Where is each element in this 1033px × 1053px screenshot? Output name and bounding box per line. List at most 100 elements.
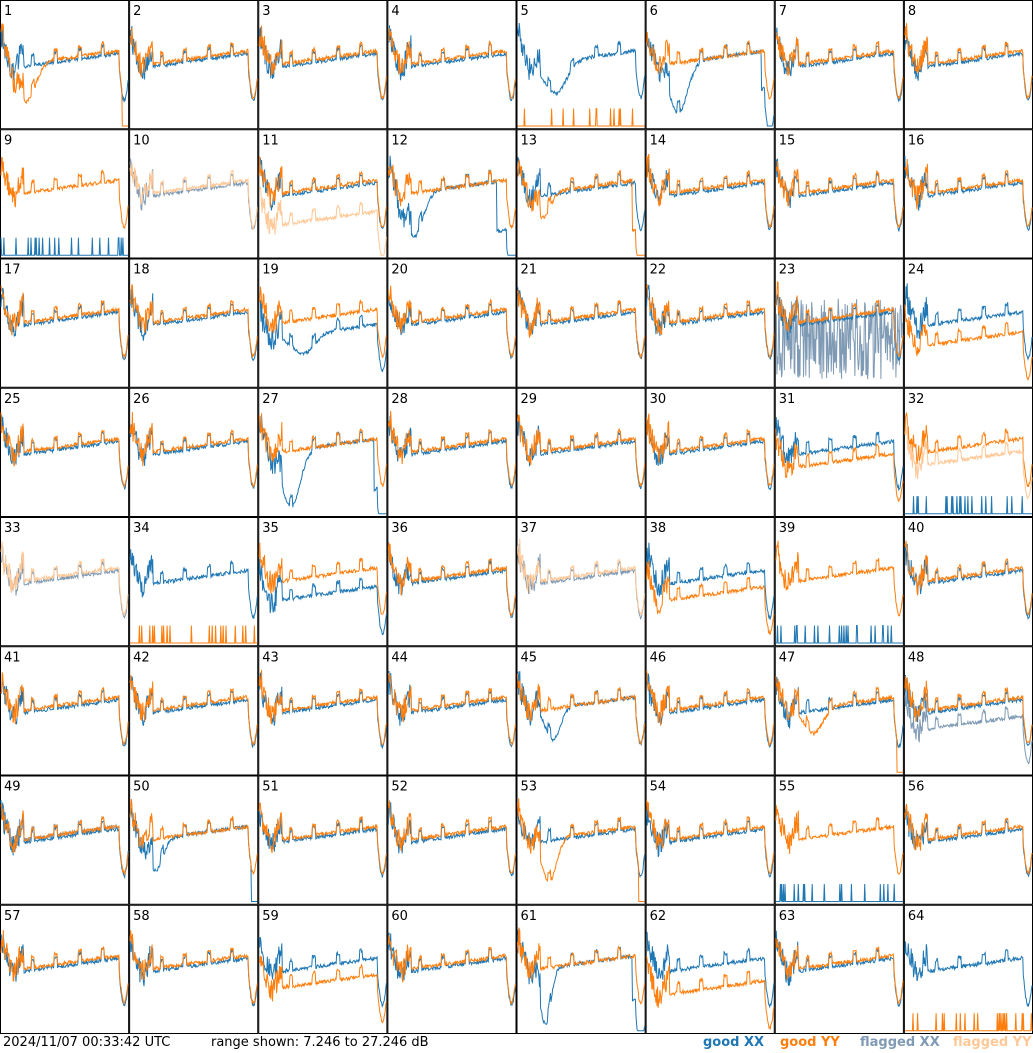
- series-good-yy: [775, 428, 904, 503]
- panel-43: 43: [258, 646, 388, 776]
- panel-frame: [903, 0, 1033, 130]
- panel-frame: [0, 904, 130, 1034]
- series-good-yy: [775, 281, 904, 357]
- series-good-xx: [258, 27, 387, 101]
- panel-label: 37: [521, 521, 538, 536]
- panel-1: 1: [0, 0, 130, 130]
- panel-label: 55: [779, 780, 796, 795]
- series-good-yy: [0, 672, 129, 746]
- panel-frame: [387, 258, 517, 388]
- panel-57: 57: [0, 904, 130, 1034]
- legend-flagged-yy: flagged YY: [953, 1035, 1032, 1050]
- panel-label: 14: [650, 133, 667, 148]
- panel-label: 53: [521, 780, 538, 795]
- series-good-yy: [387, 28, 516, 101]
- panel-label: 40: [908, 521, 925, 536]
- panel-34: 34: [129, 517, 259, 647]
- panel-frame: [387, 904, 517, 1034]
- panel-label: 43: [262, 650, 279, 665]
- timestamp: 2024/11/07 00:33:42 UTC: [3, 1035, 171, 1050]
- panel-frame: [774, 0, 904, 130]
- panel-label: 5: [521, 4, 529, 19]
- panel-label: 20: [391, 263, 408, 278]
- series-flagged-xx: [0, 546, 129, 620]
- panel-56: 56: [903, 775, 1033, 905]
- panel-frame: [129, 0, 259, 130]
- panel-label: 30: [650, 392, 667, 407]
- panel-label: 7: [779, 4, 787, 19]
- panel-31: 31: [774, 387, 904, 517]
- panel-36: 36: [387, 517, 517, 647]
- series-flagged-xx: [904, 686, 1033, 765]
- panel-47: 47: [774, 646, 904, 776]
- panel-4: 4: [387, 0, 517, 130]
- panel-label: 18: [133, 263, 150, 278]
- panel-label: 2: [133, 4, 141, 19]
- series-good-xx: [517, 813, 646, 879]
- panel-64: 64: [903, 904, 1033, 1034]
- panel-32: 32: [903, 387, 1033, 517]
- panel-label: 62: [650, 909, 667, 924]
- series-good-xx: [646, 419, 775, 491]
- panel-label: 3: [262, 4, 270, 19]
- panel-28: 28: [387, 387, 517, 517]
- series-good-yy: [0, 803, 129, 876]
- panel-label: 52: [391, 780, 408, 795]
- series-good-xx: [775, 930, 904, 1008]
- panel-25: 25: [0, 387, 130, 517]
- panel-label: 56: [908, 780, 925, 795]
- panel-48: 48: [903, 646, 1033, 776]
- series-good-yy: [646, 284, 775, 359]
- panel-frame: [129, 904, 259, 1034]
- series-good-xx: [258, 558, 387, 636]
- panel-frame: [516, 517, 646, 647]
- series-good-yy: [646, 153, 775, 228]
- series-good-yy: [387, 800, 516, 874]
- panel-label: 27: [262, 392, 279, 407]
- series-good-xx: [904, 941, 1033, 1008]
- panel-24: 24: [903, 258, 1033, 388]
- panel-label: 32: [908, 392, 925, 407]
- panel-frame: [903, 775, 1033, 905]
- series-good-yy: [129, 284, 258, 358]
- series-good-yy: [0, 23, 129, 127]
- panel-13: 13: [516, 129, 646, 259]
- series-good-yy: [258, 413, 387, 488]
- series-good-yy: [387, 542, 516, 617]
- panel-label: 4: [391, 4, 399, 19]
- panel-label: 46: [650, 650, 667, 665]
- series-good-xx: [129, 549, 258, 619]
- series-good-yy: [775, 676, 903, 773]
- series-good-xx: [646, 806, 775, 878]
- panel-label: 45: [521, 650, 538, 665]
- series-flagged-yy: [129, 162, 258, 231]
- series-good-yy: [517, 289, 646, 360]
- series-good-yy: [904, 676, 1033, 743]
- panel-frame: [516, 904, 646, 1034]
- series-good-xx: [646, 931, 775, 1009]
- series-good-yy: [775, 32, 904, 100]
- panel-label: 10: [133, 133, 150, 148]
- panel-frame: [129, 129, 259, 259]
- series-good-yy: [517, 108, 645, 127]
- panel-label: 9: [4, 133, 12, 148]
- series-good-yy: [129, 930, 258, 1006]
- series-good-xx: [904, 496, 1032, 515]
- panel-frame: [516, 0, 646, 130]
- legend-good-yy: good YY: [780, 1035, 840, 1050]
- panel-frame: [516, 646, 646, 776]
- series-good-yy: [0, 412, 129, 489]
- series-good-xx: [258, 299, 387, 373]
- panel-55: 55: [774, 775, 904, 905]
- panel-30: 30: [645, 387, 775, 517]
- series-good-yy: [387, 285, 516, 358]
- panel-18: 18: [129, 258, 259, 388]
- panel-label: 6: [650, 4, 658, 19]
- series-good-xx: [517, 156, 646, 232]
- range-text: range shown: 7.246 to 27.246 dB: [211, 1035, 429, 1050]
- panel-frame: [774, 904, 904, 1034]
- panel-frame: [645, 129, 775, 259]
- panel-35: 35: [258, 517, 388, 647]
- series-good-yy: [129, 675, 258, 747]
- panel-45: 45: [516, 646, 646, 776]
